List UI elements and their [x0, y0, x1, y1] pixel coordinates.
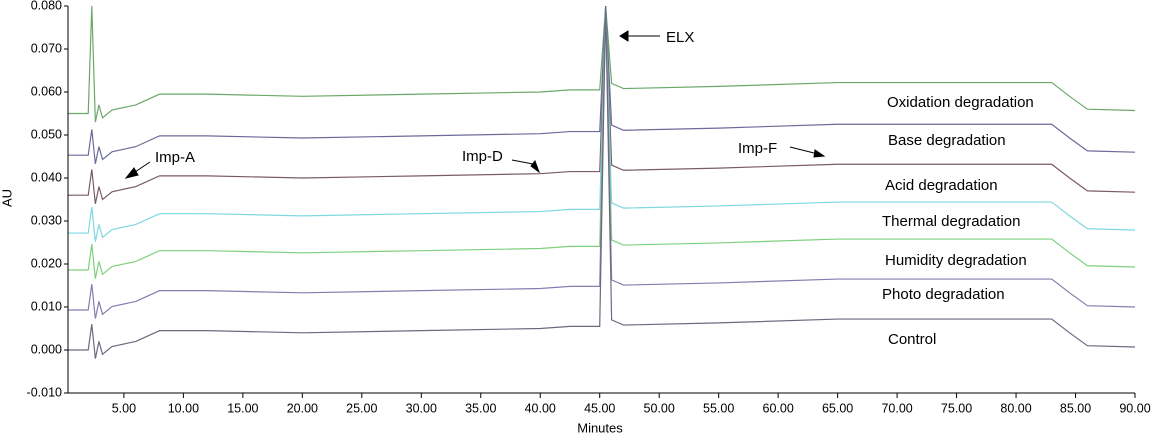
annotation: Imp-A [155, 149, 195, 166]
annotation: Imp-D [462, 148, 503, 165]
x-tick-label: 40.00 [525, 401, 556, 415]
trace-label: Oxidation degradation [887, 94, 1034, 111]
annotation-arrows [124, 30, 826, 179]
x-tick-label: 55.00 [703, 401, 734, 415]
trace-label: Base degradation [888, 132, 1006, 149]
y-tick-label: 0.070 [31, 41, 62, 55]
trace-line [68, 6, 1135, 319]
y-tick-label: 0.060 [31, 84, 62, 98]
x-tick-label: 65.00 [822, 401, 853, 415]
x-tick-label: 90.00 [1119, 401, 1150, 415]
x-tick-label: 70.00 [881, 401, 912, 415]
annotation: Imp-F [738, 140, 777, 157]
x-tick-label: 15.00 [227, 401, 258, 415]
trace-line [68, 6, 1135, 164]
x-tick-label: 5.00 [112, 401, 136, 415]
trace-label: Humidity degradation [885, 252, 1027, 269]
y-tick-label: 0.000 [31, 342, 62, 356]
y-tick-label: 0.010 [31, 299, 62, 313]
trace-label: Control [888, 331, 936, 348]
x-tick-label: 30.00 [406, 401, 437, 415]
y-axis-label: AU [0, 189, 14, 207]
y-tick-label: 0.040 [31, 170, 62, 184]
y-tick-label: 0.050 [31, 127, 62, 141]
x-tick-label: 50.00 [644, 401, 675, 415]
trace-line [68, 6, 1135, 123]
trace-line [68, 6, 1135, 242]
trace-line [68, 6, 1135, 359]
y-tick-label: -0.010 [27, 385, 62, 399]
trace-label: Thermal degradation [882, 213, 1020, 230]
x-tick-label: 45.00 [584, 401, 615, 415]
x-tick-label: 35.00 [465, 401, 496, 415]
traces [68, 6, 1135, 359]
y-tick-label: 0.080 [31, 0, 62, 12]
y-tick-label: 0.020 [31, 256, 62, 270]
x-tick-label: 85.00 [1060, 401, 1091, 415]
x-tick-label: 25.00 [346, 401, 377, 415]
trace-label: Acid degradation [885, 177, 998, 194]
x-tick-label: 10.00 [168, 401, 199, 415]
trace-line [68, 6, 1135, 204]
x-tick-label: 20.00 [287, 401, 318, 415]
trace-label: Photo degradation [882, 286, 1005, 303]
trace-line [68, 6, 1135, 279]
annotation: ELX [666, 29, 694, 46]
y-tick-label: 0.030 [31, 213, 62, 227]
x-tick-label: 80.00 [1000, 401, 1031, 415]
x-tick-label: 60.00 [763, 401, 794, 415]
x-axis-label: Minutes [577, 420, 623, 435]
x-tick-label: 75.00 [941, 401, 972, 415]
